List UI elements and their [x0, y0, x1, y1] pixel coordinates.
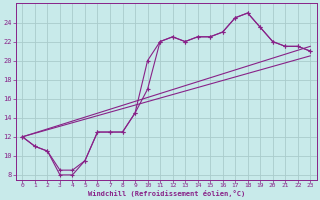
- X-axis label: Windchill (Refroidissement éolien,°C): Windchill (Refroidissement éolien,°C): [88, 190, 245, 197]
